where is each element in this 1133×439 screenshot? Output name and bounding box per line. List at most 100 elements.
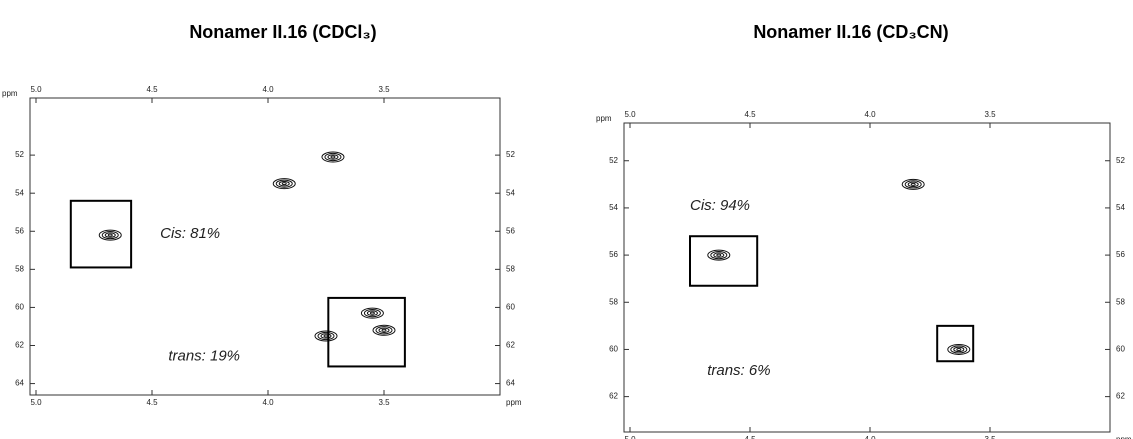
contour [910,182,916,186]
chart-title: Nonamer II.16 (CDCl₃) [189,22,376,42]
annotation: Cis: 81% [160,225,220,242]
contour [381,328,387,332]
highlight-box [689,235,759,287]
contour [317,331,335,341]
y-tick-label: 54 [15,188,24,197]
y-tick-label: 54 [609,203,618,212]
contour [324,152,342,162]
contour [369,311,375,315]
y-axis-label: ppm [596,114,612,123]
peak [372,324,396,336]
x-tick-label: 5.0 [624,110,636,119]
x-tick-label: 4.5 [744,110,756,119]
contour [366,310,378,316]
contour [901,178,925,190]
peak [360,307,384,319]
y-tick-label: 60 [1116,345,1125,354]
y-tick-label: 58 [506,264,515,273]
x-axis-label: ppm [1116,435,1132,439]
highlight-box [69,199,133,269]
x-tick-label: 4.5 [744,435,756,439]
contour [710,250,728,260]
plot-frame [623,122,1111,433]
plot-frame [29,97,501,396]
contour [360,307,384,319]
contour [953,346,965,353]
y-tick-label: 60 [609,345,618,354]
annotation: Cis: 94% [690,197,750,214]
x-axis-label: ppm [506,398,522,407]
peak [272,178,296,190]
contour [327,154,339,160]
x-tick-label: 5.0 [30,398,42,407]
contour [321,151,345,163]
y-tick-label: 56 [1116,250,1125,259]
y-tick-label: 62 [609,392,618,401]
contour [716,253,722,257]
peak [321,151,345,163]
y-tick-label: 52 [506,150,515,159]
contour [956,347,962,351]
contour [278,180,290,187]
y-tick-label: 54 [506,188,515,197]
x-tick-label: 4.0 [262,85,274,94]
contour [707,249,731,261]
y-tick-label: 62 [15,341,24,350]
contour [947,343,971,355]
contour [275,179,293,188]
y-tick-label: 52 [609,156,618,165]
contour [713,252,725,258]
contour [104,232,116,238]
annotation: trans: 19% [168,347,240,364]
y-tick-label: 64 [15,379,24,388]
y-tick-label: 58 [1116,297,1125,306]
x-tick-label: 4.5 [146,398,158,407]
peak [947,343,971,355]
annotation: trans: 6% [707,362,770,379]
contour [363,309,381,318]
y-tick-label: 52 [1116,156,1125,165]
y-tick-label: 58 [609,297,618,306]
x-tick-label: 4.0 [262,398,274,407]
contour [378,327,390,333]
x-tick-label: 3.5 [984,435,996,439]
x-tick-label: 4.0 [864,435,876,439]
contour [98,229,122,241]
y-axis-label: ppm [2,89,18,98]
y-tick-label: 58 [15,264,24,273]
highlight-box [936,324,975,363]
y-tick-label: 54 [1116,203,1125,212]
y-tick-label: 64 [506,379,515,388]
contour [372,324,396,336]
chart: Nonamer II.16 (CDCl₃) 5.0 5.0 4.5 4.5 4.0 4.0 3… [2,22,522,407]
y-tick-label: 52 [15,150,24,159]
y-tick-label: 62 [506,341,515,350]
x-tick-label: 3.5 [984,110,996,119]
y-tick-label: 56 [506,226,515,235]
y-tick-label: 56 [609,250,618,259]
highlight-box [327,296,406,368]
x-tick-label: 4.0 [864,110,876,119]
contour [107,233,113,237]
contour [330,155,336,159]
x-tick-label: 5.0 [30,85,42,94]
y-tick-label: 56 [15,226,24,235]
peak [707,249,731,261]
x-tick-label: 3.5 [378,85,390,94]
chart-title: Nonamer II.16 (CD₃CN) [753,22,948,42]
contour [907,181,919,188]
chart: Nonamer II.16 (CD₃CN) 5.0 5.0 4.5 4.5 4.0 4.0 3… [596,22,1132,439]
peak [901,178,925,190]
contour [314,330,338,342]
peak [98,229,122,241]
x-tick-label: 3.5 [378,398,390,407]
contour [101,230,119,240]
x-tick-label: 5.0 [624,435,636,439]
y-tick-label: 60 [506,303,515,312]
contour [904,180,922,189]
y-tick-label: 60 [15,303,24,312]
contour [950,345,968,354]
peak [314,330,338,342]
contour [320,333,332,339]
